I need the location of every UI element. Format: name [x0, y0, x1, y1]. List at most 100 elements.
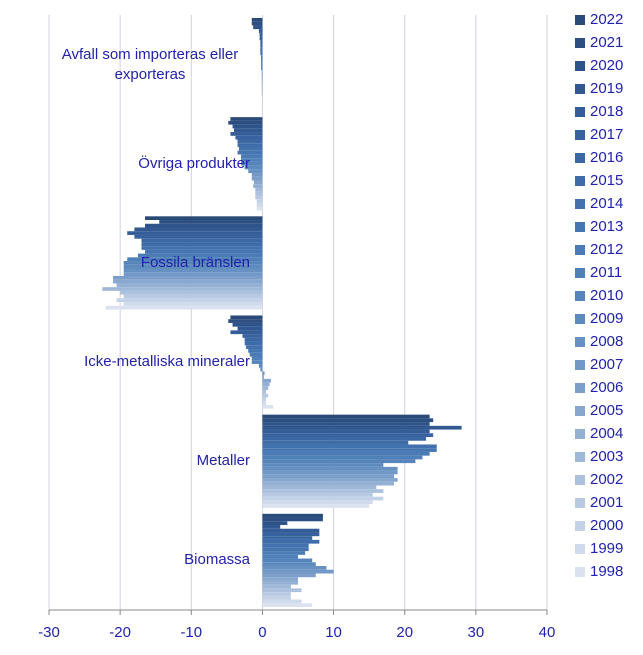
bar	[228, 319, 263, 323]
bar	[262, 481, 395, 486]
legend-swatch	[575, 337, 585, 347]
bar	[262, 517, 323, 522]
bar	[262, 474, 395, 479]
bar	[261, 92, 263, 97]
bar	[123, 294, 263, 299]
bar	[246, 345, 263, 350]
bar	[261, 55, 263, 59]
legend-swatch	[575, 15, 585, 25]
bar	[233, 128, 263, 133]
bar	[123, 268, 263, 273]
bar	[127, 231, 263, 235]
bar	[238, 146, 263, 151]
bar	[237, 150, 263, 155]
bar	[251, 173, 263, 177]
bar	[251, 21, 263, 26]
legend-label: 2008	[590, 333, 623, 350]
legend-label: 2007	[590, 356, 623, 373]
legend-swatch	[575, 567, 585, 577]
bar	[262, 397, 266, 402]
bar	[230, 132, 263, 136]
bar	[123, 302, 263, 306]
bar	[253, 184, 263, 188]
bar	[262, 404, 274, 409]
bar	[262, 425, 462, 430]
category-label: Icke-metalliska mineraler	[84, 353, 250, 371]
bar	[262, 599, 302, 604]
bar	[262, 489, 384, 493]
bar	[262, 551, 306, 555]
bar	[248, 169, 263, 174]
bar	[262, 569, 334, 574]
bar	[260, 47, 263, 52]
bar	[260, 51, 263, 56]
bar	[262, 390, 266, 394]
bar	[230, 330, 263, 335]
bar	[232, 322, 263, 327]
bar	[262, 418, 434, 423]
bar	[258, 29, 263, 33]
legend-label: 2005	[590, 402, 623, 419]
legend-label: 1998	[590, 563, 623, 580]
bar	[262, 466, 398, 471]
legend-swatch	[575, 360, 585, 370]
bar	[137, 253, 263, 258]
bar	[251, 360, 263, 364]
legend-swatch	[575, 383, 585, 393]
legend-swatch	[575, 199, 585, 209]
category-label: Fossila bränslen	[140, 253, 250, 271]
bar	[262, 584, 291, 589]
bar	[262, 558, 313, 563]
bar	[244, 337, 263, 342]
bar	[123, 272, 263, 276]
bar	[255, 195, 263, 200]
bar	[237, 139, 263, 144]
bar	[255, 191, 263, 196]
bar	[262, 414, 430, 419]
bar	[262, 562, 316, 567]
legend-label: 2012	[590, 241, 623, 258]
bar	[261, 77, 263, 82]
legend-label: 2002	[590, 471, 623, 488]
bar	[262, 401, 266, 405]
legend-swatch	[575, 544, 585, 554]
bar	[262, 532, 320, 537]
bar	[262, 448, 437, 452]
legend-swatch	[575, 406, 585, 416]
bar	[116, 283, 263, 288]
bar	[261, 58, 263, 63]
bar	[262, 433, 434, 438]
bar	[113, 279, 263, 284]
bar	[262, 588, 302, 593]
legend-label: 2017	[590, 126, 623, 143]
legend-label: 2000	[590, 517, 623, 534]
bar	[105, 305, 263, 310]
bar	[261, 70, 263, 74]
bar	[260, 44, 263, 48]
bar	[262, 451, 430, 456]
bar	[255, 187, 263, 192]
bar	[251, 17, 263, 22]
legend-swatch	[575, 107, 585, 117]
legend-label: 2009	[590, 310, 623, 327]
bar	[262, 513, 323, 518]
bar	[241, 161, 263, 166]
bar	[253, 25, 263, 30]
legend-swatch	[575, 130, 585, 140]
legend-swatch	[575, 245, 585, 255]
bar	[262, 536, 313, 540]
bar	[259, 36, 263, 41]
bar	[249, 352, 263, 357]
legend-label: 2001	[590, 494, 623, 511]
legend-label: 2018	[590, 103, 623, 120]
bar	[262, 592, 291, 596]
legend-swatch	[575, 314, 585, 324]
bar	[113, 275, 263, 280]
legend-label: 2021	[590, 34, 623, 51]
bar	[262, 547, 309, 552]
legend-label: 2022	[590, 11, 623, 28]
bar	[262, 485, 377, 490]
bar	[262, 378, 271, 383]
